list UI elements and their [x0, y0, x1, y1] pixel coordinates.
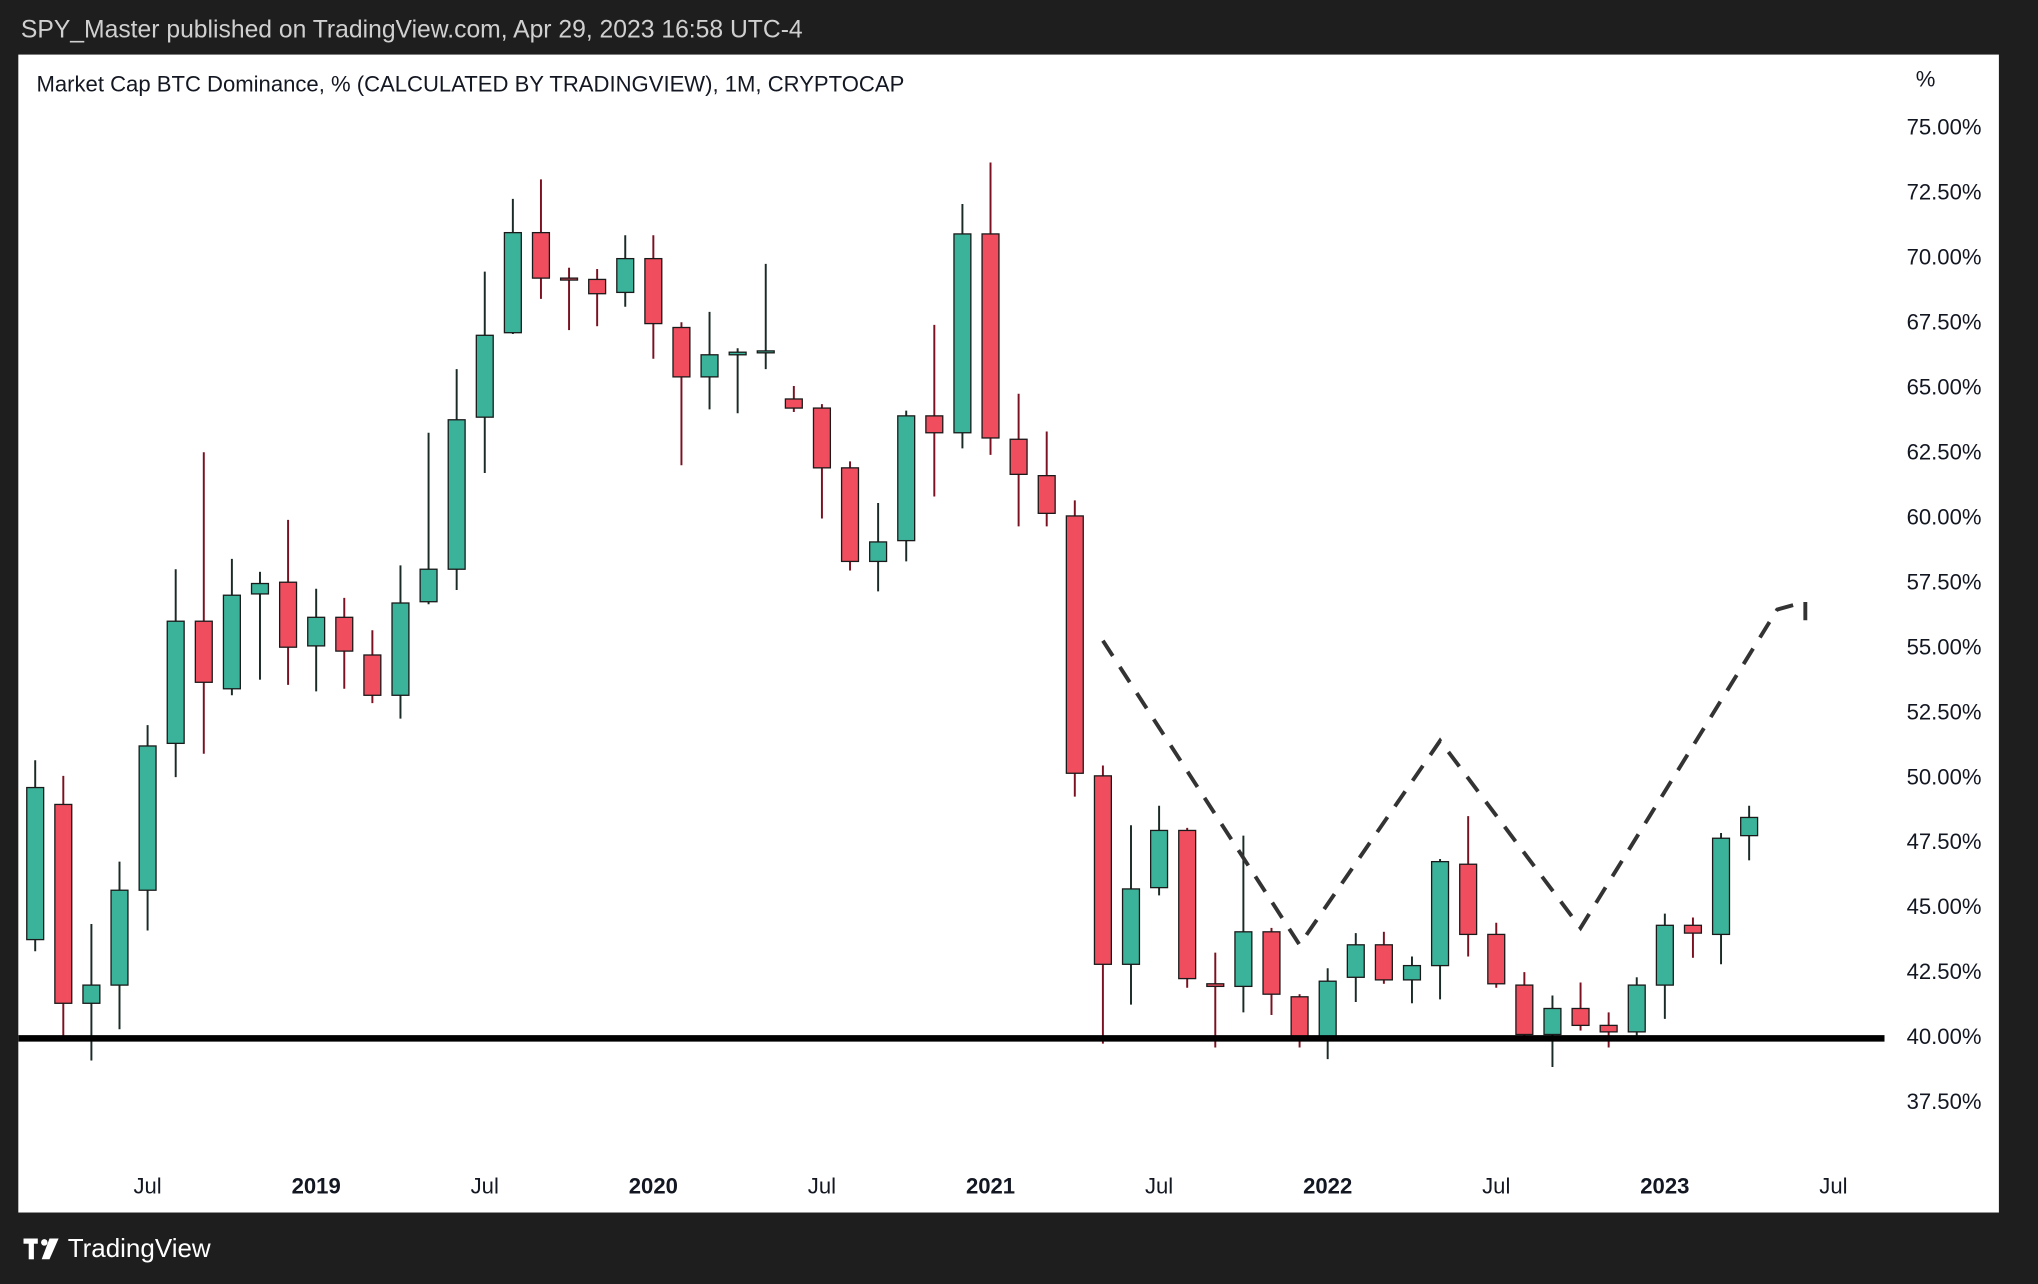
y-tick-label: 47.50% — [1907, 829, 1982, 854]
candle-body — [672, 326, 691, 378]
candle-body — [194, 620, 213, 683]
candle-body — [953, 233, 972, 434]
candle-body — [1149, 829, 1169, 889]
candle-body — [1599, 1024, 1618, 1033]
y-tick-label: 60.00% — [1907, 504, 1982, 529]
candle-body — [981, 233, 1000, 439]
candle-body — [307, 616, 326, 647]
candle-body — [1009, 438, 1028, 476]
y-tick-label: 75.00% — [1907, 114, 1982, 139]
x-tick-label: Jul — [133, 1174, 161, 1199]
candle-body — [840, 467, 860, 563]
candle-body — [1065, 515, 1084, 774]
y-tick-label: 65.00% — [1907, 374, 1982, 399]
y-tick-label: 50.00% — [1907, 764, 1982, 789]
candle-body — [728, 351, 747, 356]
candle-body — [897, 415, 916, 542]
candle-body — [54, 803, 73, 1004]
logo: TradingView — [23, 1233, 211, 1263]
candle-body — [250, 582, 270, 595]
x-tick-label: 2023 — [1640, 1174, 1689, 1199]
candle-body — [1290, 996, 1309, 1040]
candle-body — [1234, 931, 1253, 988]
candle-body — [700, 354, 719, 378]
candle-body — [588, 278, 607, 295]
candle-body — [1487, 933, 1506, 985]
candle-body — [1515, 984, 1534, 1036]
y-tick-label: 62.50% — [1907, 439, 1982, 464]
candle-body — [335, 616, 354, 652]
candle-body — [138, 745, 157, 891]
candle-body — [1430, 860, 1450, 967]
candle-body — [1346, 944, 1365, 978]
candle-body — [222, 594, 241, 690]
x-tick-label: 2022 — [1303, 1174, 1352, 1199]
candle-body — [1627, 984, 1646, 1033]
logo-text: TradingView — [68, 1233, 211, 1263]
candle-body — [531, 231, 551, 279]
y-tick-label: 57.50% — [1907, 569, 1982, 594]
x-tick-label: Jul — [1145, 1174, 1173, 1199]
projection-line — [1101, 599, 1808, 949]
candle-body — [784, 398, 803, 409]
plot-area — [18, 162, 1885, 1067]
y-tick-label: 37.50% — [1907, 1089, 1982, 1114]
candle-body — [419, 568, 438, 603]
axes: 37.50% 40.00% 42.50% 45.00% 47.50% 50.00% 52.5… — [133, 114, 1981, 1198]
candle-body — [447, 419, 466, 570]
candle-body — [166, 620, 185, 745]
candle-body — [1037, 475, 1056, 514]
candle-body — [1093, 775, 1112, 965]
y-unit: % — [1916, 66, 1936, 91]
candle-body — [925, 415, 944, 434]
candle-body — [1683, 924, 1703, 934]
candle-body — [1543, 1007, 1562, 1036]
y-tick-label: 70.00% — [1907, 244, 1982, 269]
x-tick-label: 2020 — [629, 1174, 678, 1199]
candle-body — [1318, 980, 1337, 1041]
candle-body — [1711, 837, 1731, 936]
y-tick-label: 40.00% — [1907, 1024, 1982, 1049]
y-tick-label: 72.50% — [1907, 179, 1982, 204]
candle-body — [644, 257, 663, 325]
candle-body — [278, 581, 298, 648]
chart-title: Market Cap BTC Dominance, % (CALCULATED … — [37, 72, 905, 97]
candle-body — [1655, 924, 1674, 986]
candle-body — [1178, 829, 1197, 980]
x-tick-label: Jul — [808, 1174, 836, 1199]
header-text: SPY_Master published on TradingView.com,… — [21, 17, 803, 44]
y-tick-label: 42.50% — [1907, 959, 1982, 984]
candle-body — [1206, 983, 1225, 988]
candle-body — [559, 277, 579, 281]
x-tick-label: Jul — [1819, 1174, 1847, 1199]
candle-body — [1740, 816, 1759, 837]
y-tick-label: 45.00% — [1907, 894, 1982, 919]
candle-body — [475, 334, 494, 418]
candle-body — [616, 257, 635, 294]
candle-body — [1374, 944, 1393, 981]
y-tick-label: 52.50% — [1907, 699, 1982, 724]
candle-body — [1402, 964, 1422, 981]
candle-body — [1459, 863, 1478, 936]
candle-body — [26, 786, 45, 941]
candle-body — [1121, 888, 1141, 965]
y-tick-label: 67.50% — [1907, 309, 1982, 334]
y-tick-label: 55.00% — [1907, 634, 1982, 659]
candle-body — [503, 231, 522, 334]
x-tick-label: 2019 — [292, 1174, 341, 1199]
candle-body — [1571, 1007, 1590, 1027]
x-tick-label: Jul — [1482, 1174, 1510, 1199]
x-tick-label: Jul — [471, 1174, 499, 1199]
candle-body — [1262, 931, 1281, 995]
candle-body — [363, 654, 382, 696]
candle-body — [110, 889, 129, 986]
candle-body — [391, 602, 410, 696]
x-tick-label: 2021 — [966, 1174, 1015, 1199]
candle-body — [869, 541, 888, 563]
candle-body — [82, 984, 101, 1004]
candle-body — [812, 407, 832, 469]
candle-body — [756, 350, 775, 354]
